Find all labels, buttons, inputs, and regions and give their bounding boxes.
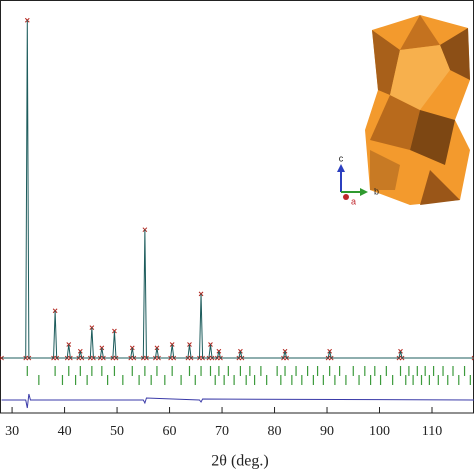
- x-tick-label: 80: [268, 424, 282, 439]
- x-tick-label: 110: [422, 424, 442, 439]
- axis-glyph: c b a: [337, 153, 379, 206]
- x-tick-label: 90: [320, 424, 334, 439]
- x-tick-label: 50: [110, 424, 124, 439]
- crystal-inset: [365, 15, 470, 205]
- x-tick-label: 70: [215, 424, 229, 439]
- x-tick-label: 30: [5, 424, 19, 439]
- profile-line: [1, 393, 474, 409]
- x-tick-label: 60: [163, 424, 177, 439]
- axis-glyph-label: a: [351, 196, 356, 206]
- observed-point: [24, 17, 30, 23]
- x-tick-label: 40: [58, 424, 72, 439]
- axis-glyph-label: c: [339, 153, 344, 163]
- x-axis-title: 2θ (deg.): [211, 453, 268, 470]
- axis-glyph-label: b: [374, 186, 379, 196]
- x-tick-label: 100: [369, 424, 390, 439]
- profile-line: [1, 20, 474, 359]
- observed-point: [471, 355, 474, 361]
